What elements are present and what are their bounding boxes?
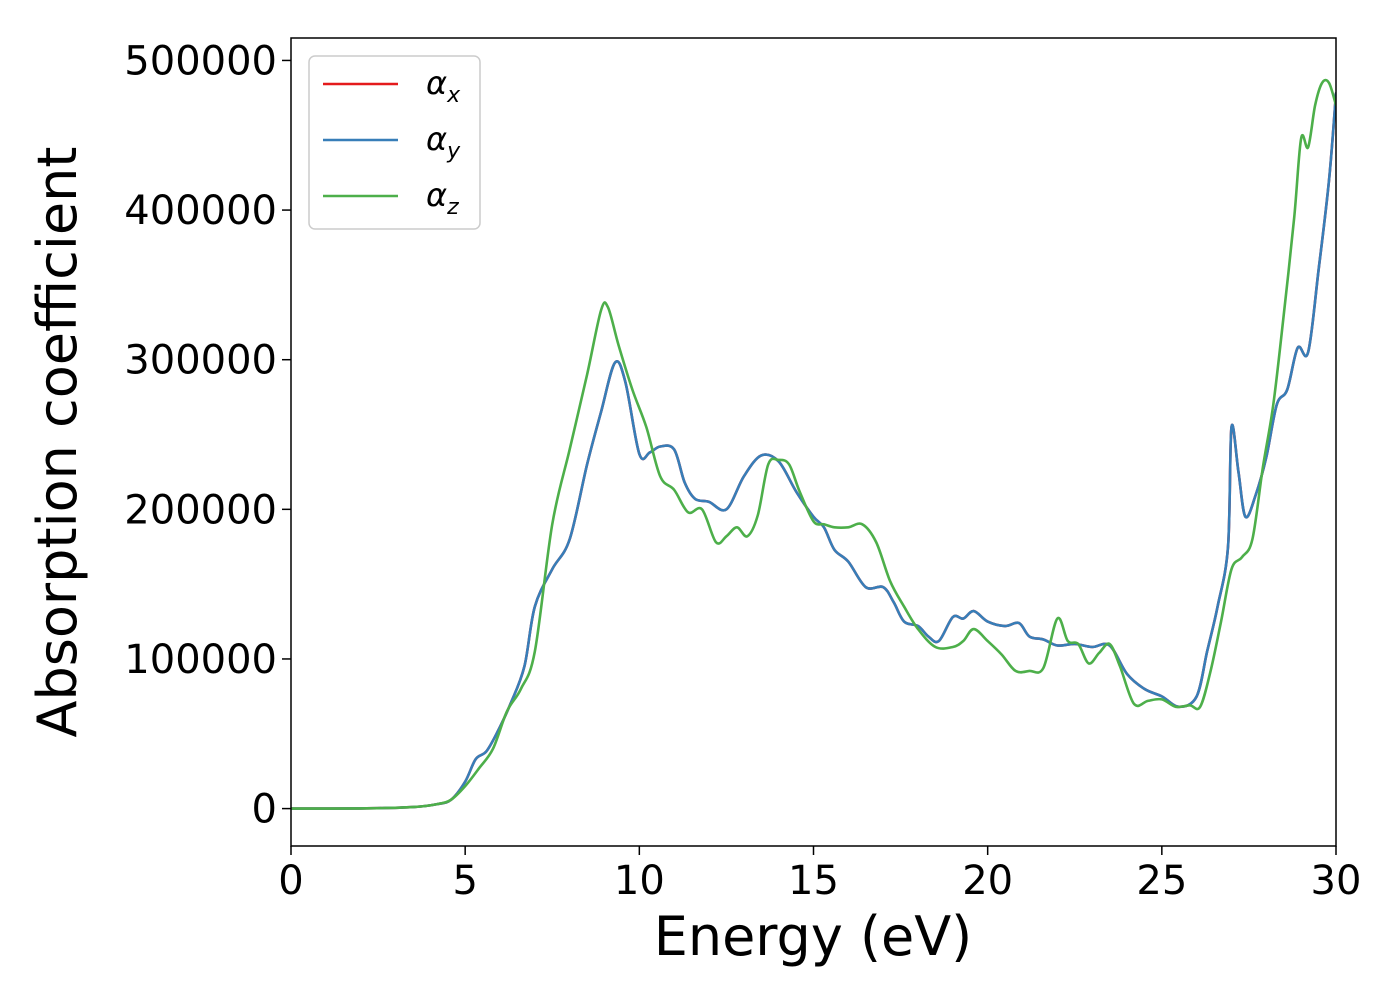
legend-label-subscript: z	[446, 195, 459, 220]
y-tick-label: 300000	[124, 338, 277, 384]
legend-label-z: αz	[426, 176, 459, 220]
legend-label-base: α	[426, 120, 447, 158]
x-tick-label: 25	[1136, 858, 1187, 904]
y-ticks: 0 100000 200000 300000 400000 500000	[124, 38, 291, 833]
series-layer	[291, 78, 1336, 810]
legend-box	[308, 55, 481, 230]
legend-label-base: α	[426, 64, 447, 102]
legend-label-base: α	[426, 176, 447, 214]
series-line-y	[291, 92, 1336, 810]
x-tick-label: 15	[788, 858, 839, 904]
x-tick-label: 10	[614, 858, 665, 904]
legend-label-subscript: x	[446, 83, 461, 108]
legend-label-x: αx	[426, 64, 461, 108]
y-tick-label: 100000	[124, 637, 277, 683]
y-axis-title: Absorption coefficient	[26, 147, 89, 738]
y-tick-label: 0	[252, 787, 277, 833]
x-tick-label: 0	[278, 858, 303, 904]
x-ticks: 0 5 10 15 20 25 30	[278, 846, 1361, 904]
legend-label-subscript: y	[446, 139, 461, 164]
x-tick-label: 5	[452, 858, 477, 904]
x-tick-label: 30	[1311, 858, 1362, 904]
x-tick-label: 20	[962, 858, 1013, 904]
legend-label-y: αy	[426, 120, 461, 164]
y-tick-label: 400000	[124, 188, 277, 234]
y-tick-label: 500000	[124, 38, 277, 84]
x-axis-title: Energy (eV)	[654, 905, 973, 968]
y-tick-label: 200000	[124, 487, 277, 533]
series-line-z	[291, 78, 1336, 810]
